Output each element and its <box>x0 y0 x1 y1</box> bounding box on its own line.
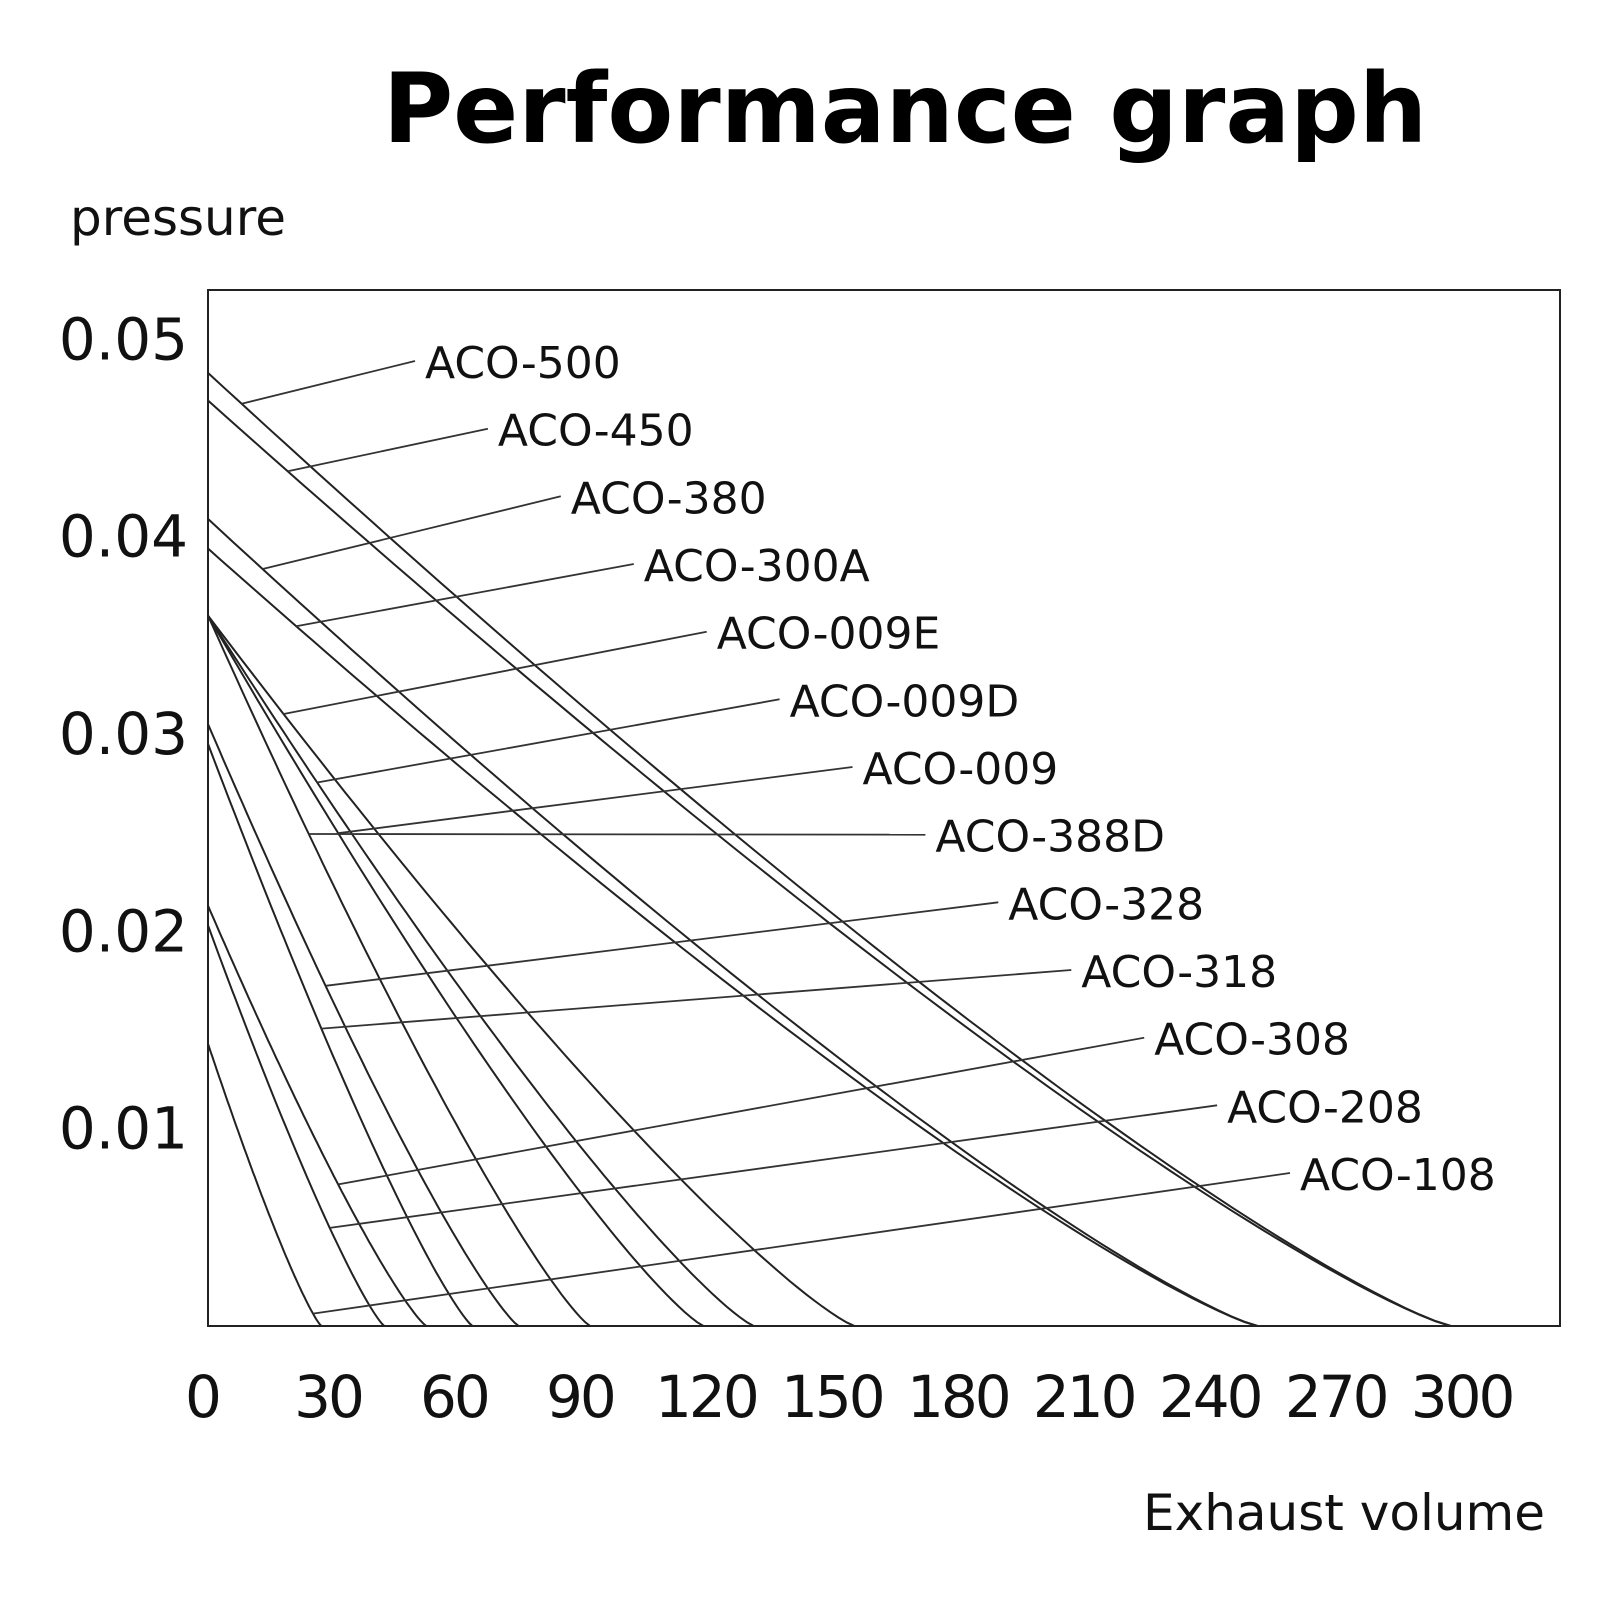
leader-aco-009d <box>317 698 780 784</box>
series-label-aco-328: ACO-328 <box>1008 879 1204 930</box>
curve-aco-009e <box>207 614 856 1327</box>
plot-area-frame <box>207 289 1561 1327</box>
series-label-aco-009e: ACO-009E <box>717 609 941 660</box>
y-tick-label: 0.03 <box>59 700 188 768</box>
curve-aco-308 <box>207 905 427 1327</box>
series-label-aco-300a: ACO-300A <box>644 541 870 592</box>
series-label-aco-500: ACO-500 <box>425 338 621 389</box>
leader-aco-300a <box>296 563 634 628</box>
leader-aco-009e <box>283 630 707 715</box>
x-tick-labels: 0 30 60 90 120 150 180 210 240 270 300 <box>185 1363 1515 1431</box>
leader-aco-388d <box>308 833 926 836</box>
y-tick-label: 0.01 <box>59 1095 188 1163</box>
curve-aco-208 <box>207 925 385 1327</box>
series-label-aco-108: ACO-108 <box>1300 1150 1496 1201</box>
curve-aco-300a <box>207 547 1258 1327</box>
series-label-aco-388d: ACO-388D <box>935 812 1165 863</box>
series-curves <box>207 372 1452 1327</box>
x-tick-label: 30 <box>294 1363 362 1431</box>
x-axis-label: Exhaust volume <box>1143 1484 1545 1542</box>
curve-aco-450 <box>207 399 1452 1327</box>
series-labels: ACO-500 ACO-450 ACO-380 ACO-300A ACO-009E ACO… <box>425 338 1496 1201</box>
leader-aco-500 <box>241 360 416 405</box>
y-tick-label: 0.04 <box>59 503 188 571</box>
x-tick-label: 90 <box>546 1363 614 1431</box>
leader-aco-009 <box>338 766 853 835</box>
label-leader-lines <box>241 360 1291 1315</box>
curve-aco-328 <box>207 723 520 1327</box>
curve-aco-318 <box>207 743 474 1327</box>
x-tick-label: 0 <box>185 1363 219 1431</box>
series-label-aco-009: ACO-009 <box>863 744 1059 795</box>
leader-aco-208 <box>329 1104 1218 1229</box>
series-label-aco-308: ACO-308 <box>1154 1015 1350 1066</box>
leader-aco-450 <box>287 427 489 473</box>
leader-aco-318 <box>321 969 1072 1030</box>
x-tick-label: 60 <box>420 1363 488 1431</box>
series-label-aco-208: ACO-208 <box>1227 1082 1423 1133</box>
x-tick-label: 150 <box>781 1363 883 1431</box>
leader-aco-328 <box>325 901 999 987</box>
curve-aco-108 <box>207 1043 323 1327</box>
leader-aco-108 <box>312 1172 1291 1315</box>
curve-aco-388d <box>207 615 591 1327</box>
y-tick-labels: 0.01 0.02 0.03 0.04 0.05 <box>59 305 188 1162</box>
series-label-aco-380: ACO-380 <box>571 473 767 524</box>
leader-aco-380 <box>262 495 562 570</box>
series-label-aco-318: ACO-318 <box>1081 947 1277 998</box>
y-tick-label: 0.02 <box>59 897 188 965</box>
x-tick-label: 300 <box>1411 1363 1513 1431</box>
y-tick-label: 0.05 <box>59 305 188 373</box>
leader-aco-308 <box>338 1036 1145 1186</box>
curve-aco-380 <box>207 518 1259 1327</box>
x-tick-label: 270 <box>1285 1363 1387 1431</box>
curve-aco-009 <box>207 615 705 1327</box>
x-tick-label: 240 <box>1159 1363 1261 1431</box>
chart-title: Performance graph <box>383 53 1427 165</box>
x-tick-label: 210 <box>1033 1363 1135 1431</box>
curve-aco-500 <box>207 372 1452 1327</box>
series-label-aco-450: ACO-450 <box>498 406 694 457</box>
y-axis-label: pressure <box>70 189 286 247</box>
x-tick-label: 120 <box>655 1363 757 1431</box>
series-label-aco-009d: ACO-009D <box>790 676 1020 727</box>
x-tick-label: 180 <box>907 1363 1009 1431</box>
